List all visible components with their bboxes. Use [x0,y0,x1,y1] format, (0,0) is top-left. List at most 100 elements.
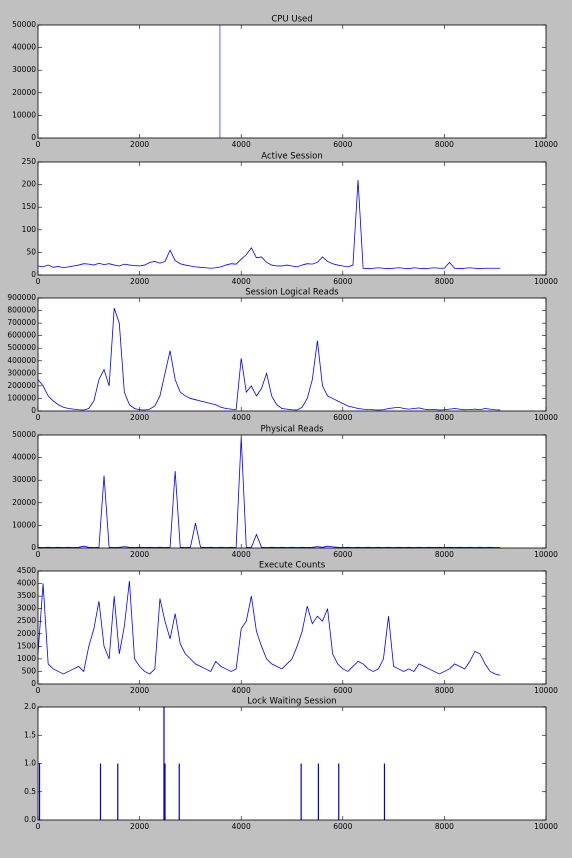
x-tick-label: 8000 [435,277,454,286]
y-tick-label: 20000 [12,498,36,507]
axes-background [38,298,546,411]
x-tick-label: 2000 [130,550,149,559]
chart-title: Session Logical Reads [245,288,339,298]
chart-title: Execute Counts [259,561,326,571]
x-tick-label: 8000 [435,686,454,695]
y-tick-label: 100000 [7,393,36,402]
y-tick-label: 300000 [7,368,36,377]
y-tick-label: 50000 [12,20,36,29]
y-tick-label: 1.0 [24,759,36,768]
x-tick-label: 0 [36,413,41,422]
y-tick-label: 40000 [12,43,36,52]
x-tick-label: 10000 [534,277,558,286]
y-tick-label: 3000 [17,604,36,613]
y-tick-label: 900000 [7,293,36,302]
y-tick-label: 2500 [17,616,36,625]
y-tick-label: 500000 [7,343,36,352]
y-tick-label: 4500 [17,566,36,575]
y-tick-label: 1500 [17,641,36,650]
y-tick-label: 1.5 [24,730,36,739]
x-tick-label: 8000 [435,413,454,422]
y-tick-label: 500 [22,666,37,675]
chart-title: Active Session [261,152,322,162]
x-tick-label: 4000 [232,822,251,831]
x-tick-label: 6000 [333,550,352,559]
y-tick-label: 800000 [7,306,36,315]
y-tick-label: 0.5 [24,787,36,796]
y-tick-label: 2000 [17,629,36,638]
x-tick-label: 4000 [232,413,251,422]
x-tick-label: 8000 [435,822,454,831]
y-tick-label: 10000 [12,520,36,529]
y-tick-label: 4000 [17,579,36,588]
x-tick-label: 2000 [130,277,149,286]
y-tick-label: 150 [22,202,37,211]
x-tick-label: 2000 [130,140,149,149]
y-tick-label: 10000 [12,110,36,119]
axes-frame [37,297,547,412]
axes-background [38,707,546,820]
x-tick-label: 4000 [232,277,251,286]
axes-background [38,571,546,684]
y-tick-label: 0 [31,270,36,279]
x-tick-label: 2000 [130,822,149,831]
y-tick-label: 0 [31,133,36,142]
axes-frame [37,570,547,685]
y-tick-label: 400000 [7,356,36,365]
x-tick-label: 10000 [534,822,558,831]
y-tick-label: 20000 [12,88,36,97]
axes-background [38,162,546,275]
x-tick-label: 6000 [333,686,352,695]
y-tick-label: 1000 [17,654,36,663]
chart-title: Lock Waiting Session [247,697,336,707]
x-tick-label: 0 [36,550,41,559]
y-tick-label: 0.0 [24,815,36,824]
x-tick-label: 10000 [534,686,558,695]
axes-frame [37,706,547,821]
x-tick-label: 10000 [534,140,558,149]
x-tick-label: 10000 [534,550,558,559]
y-tick-label: 40000 [12,453,36,462]
x-tick-label: 2000 [130,413,149,422]
y-tick-label: 30000 [12,475,36,484]
x-tick-label: 0 [36,686,41,695]
axes-background [38,435,546,548]
y-tick-label: 250 [22,157,37,166]
y-tick-label: 3500 [17,591,36,600]
series-line [37,580,501,676]
axes-frame [37,24,547,139]
x-tick-label: 6000 [333,140,352,149]
y-tick-label: 0 [31,543,36,552]
x-tick-label: 0 [36,140,41,149]
x-tick-label: 10000 [534,413,558,422]
y-tick-label: 50 [26,247,36,256]
x-tick-label: 4000 [232,140,251,149]
x-tick-label: 8000 [435,140,454,149]
y-tick-label: 30000 [12,65,36,74]
y-tick-label: 50000 [12,430,36,439]
chart-title: Physical Reads [260,425,324,435]
series-line [37,437,501,548]
x-tick-label: 6000 [333,822,352,831]
x-tick-label: 6000 [333,413,352,422]
series-line [37,180,501,270]
y-tick-label: 200000 [7,381,36,390]
x-tick-label: 0 [36,822,41,831]
y-tick-label: 0 [31,679,36,688]
x-tick-label: 4000 [232,686,251,695]
x-tick-label: 4000 [232,550,251,559]
x-tick-label: 0 [36,277,41,286]
chart-title: CPU Used [271,15,312,25]
x-tick-label: 2000 [130,686,149,695]
axes-frame [37,161,547,276]
y-tick-label: 700000 [7,318,36,327]
y-tick-label: 200 [22,180,37,189]
x-tick-label: 6000 [333,277,352,286]
axes-background [38,25,546,138]
y-tick-label: 0 [31,406,36,415]
x-tick-label: 8000 [435,550,454,559]
y-tick-label: 600000 [7,331,36,340]
series-line [37,307,501,411]
